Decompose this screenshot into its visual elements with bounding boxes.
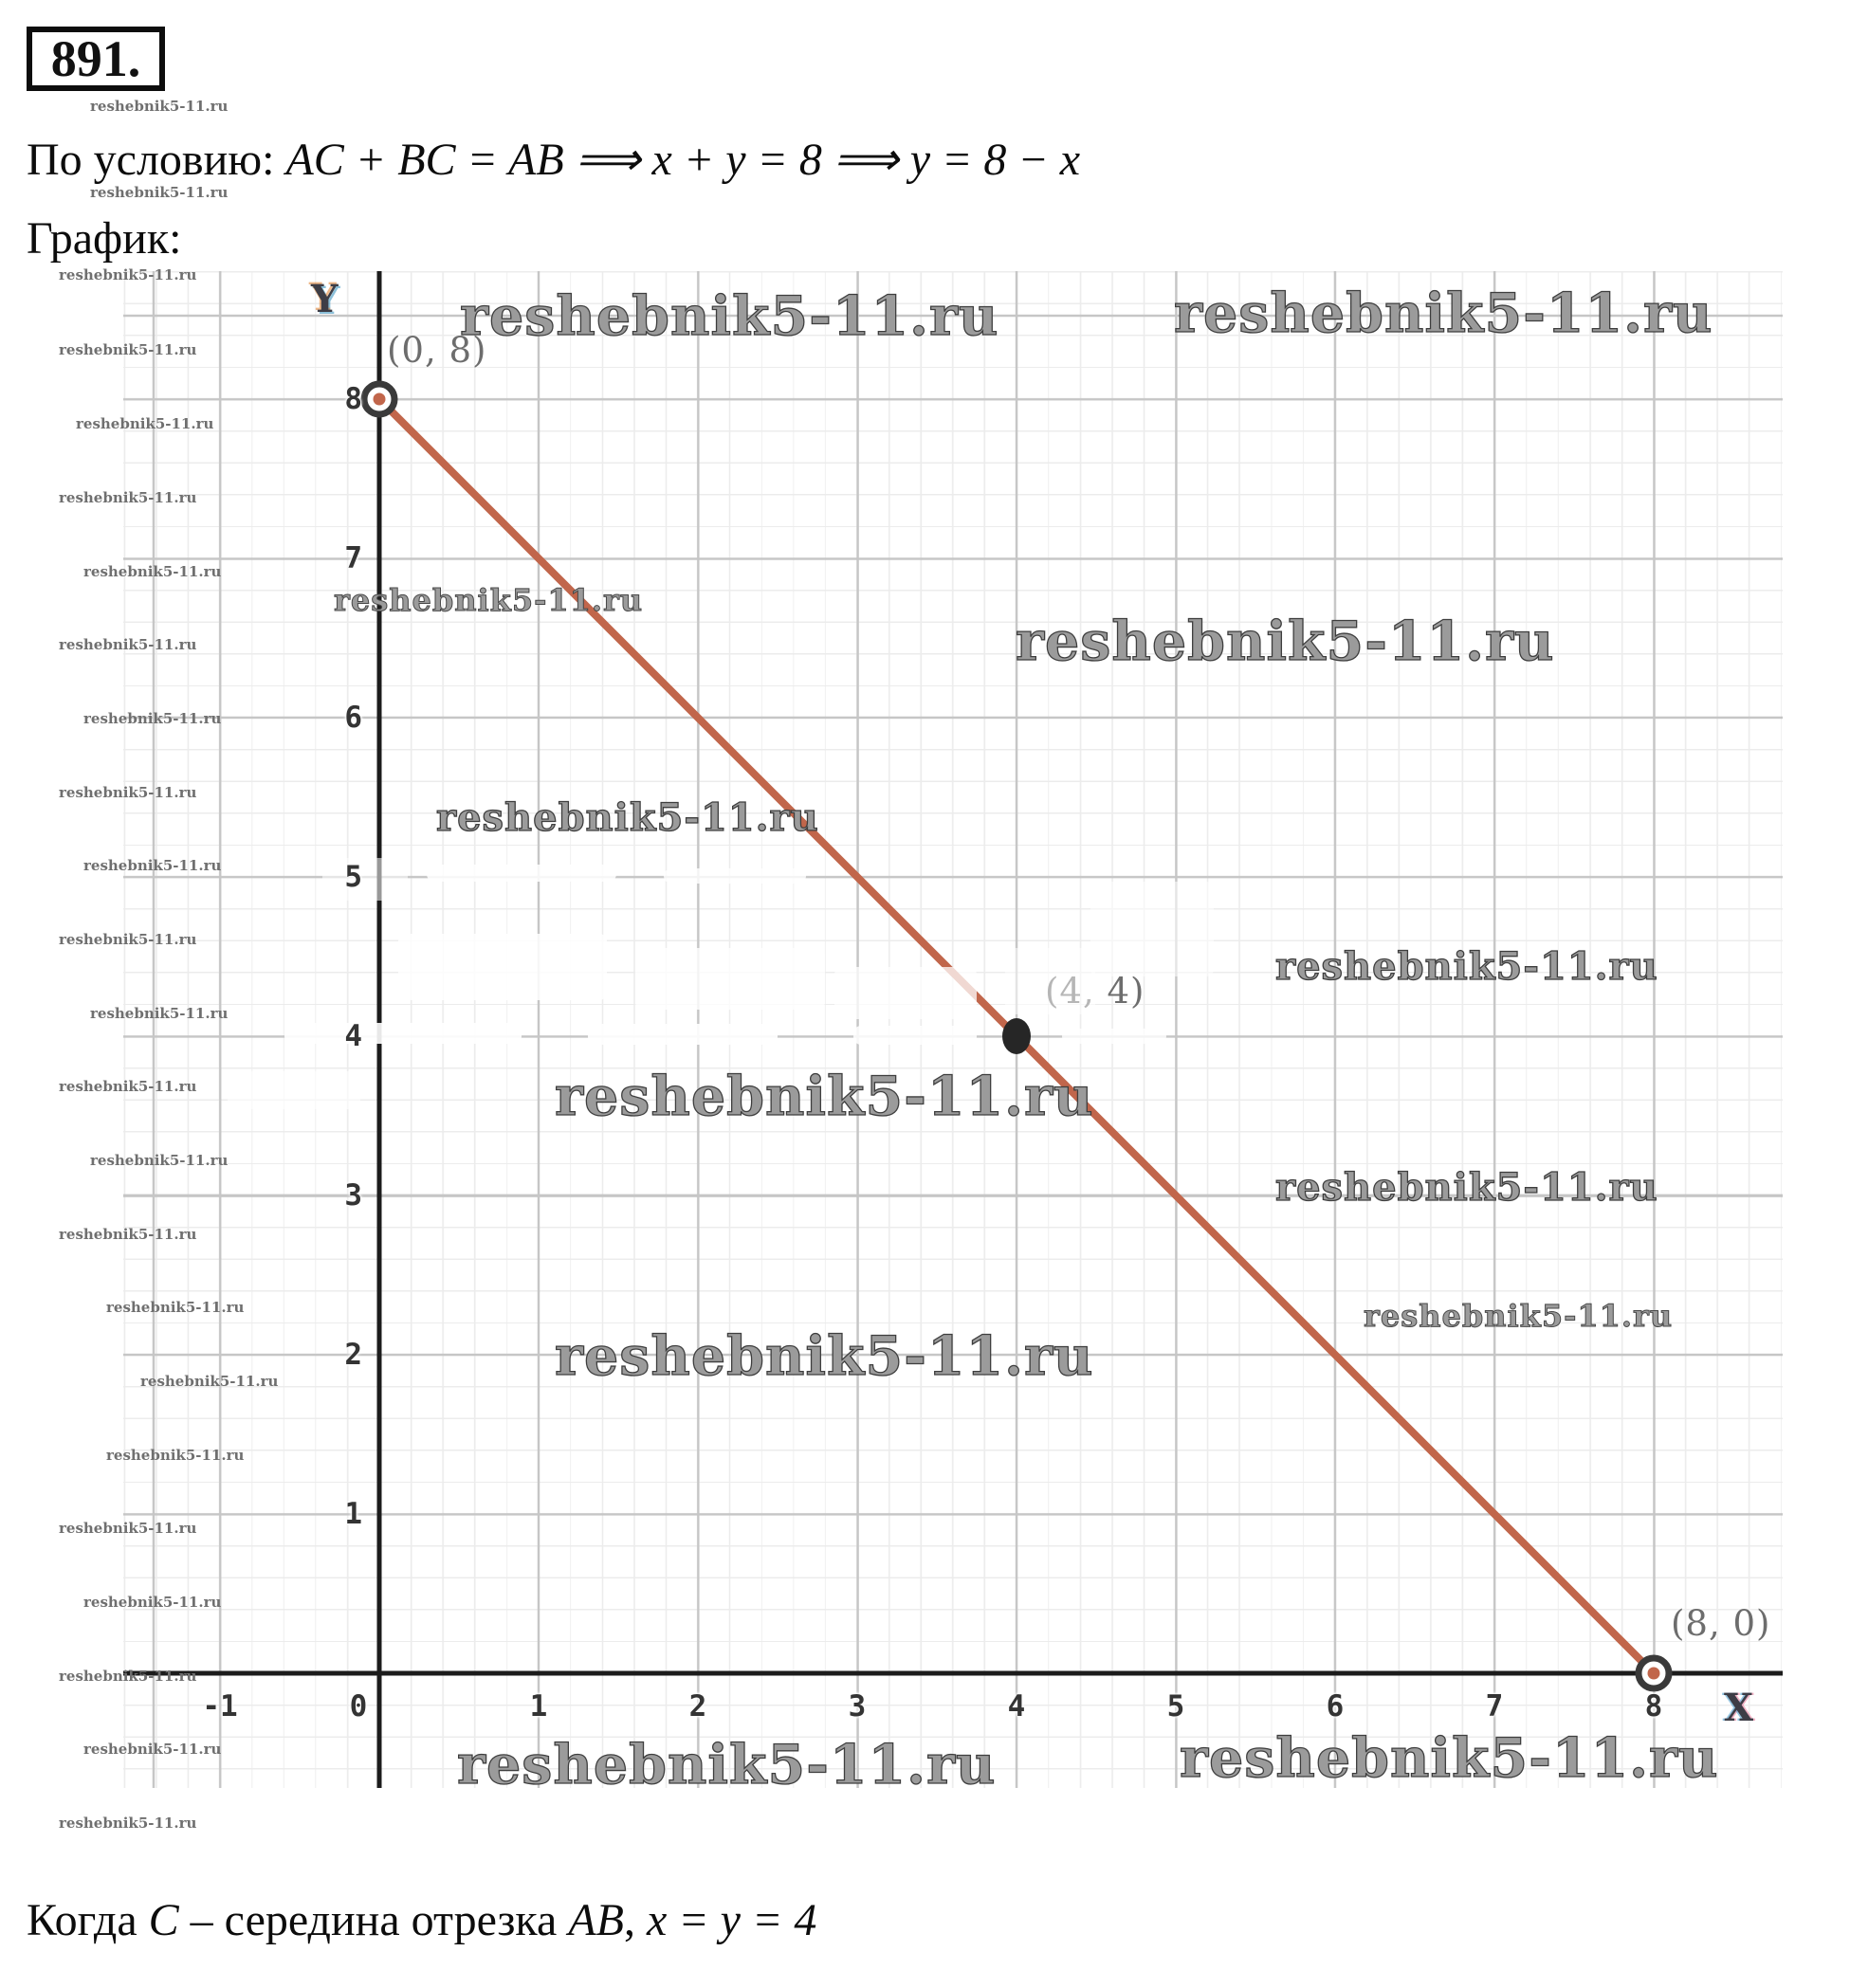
site-watermark: reshebnik5-11.ru [1173, 282, 1713, 345]
point-label: (0, 8) [387, 330, 487, 371]
line-endpoint-dot [373, 392, 386, 406]
site-watermark: reshebnik5-11.ru [59, 1078, 197, 1095]
site-watermark: reshebnik5-11.ru [90, 1152, 229, 1169]
site-watermark: reshebnik5-11.ru [83, 710, 222, 727]
line-endpoint-dot [1647, 1667, 1660, 1680]
x-tick-label: 4 [1007, 1689, 1026, 1724]
x-tick-label: 8 [1644, 1689, 1663, 1724]
problem-number: 891. [50, 30, 141, 87]
site-watermark: reshebnik5-11.ru [554, 1065, 1094, 1128]
site-watermark: reshebnik5-11.ru [90, 1005, 229, 1022]
conclusion-equality: x = y = 4 [646, 1895, 817, 1945]
site-watermark: reshebnik5-11.ru [83, 563, 222, 580]
filled-dot-point [1002, 1018, 1031, 1054]
site-watermark: reshebnik5-11.ru [83, 1741, 222, 1758]
y-tick-label: 7 [344, 541, 362, 575]
y-tick-label: 8 [344, 382, 362, 416]
point-label: (4, 4) [1045, 971, 1145, 1012]
site-watermark: reshebnik5-11.ru [1363, 1298, 1674, 1334]
site-watermark: reshebnik5-11.ru [59, 266, 197, 283]
conclusion-text: Когда [27, 1895, 149, 1945]
site-watermark: reshebnik5-11.ru [1015, 610, 1555, 673]
site-watermark: reshebnik5-11.ru [459, 284, 999, 348]
site-watermark: reshebnik5-11.ru [435, 795, 819, 840]
site-watermark: reshebnik5-11.ru [59, 784, 197, 801]
y-tick-label: 3 [344, 1178, 362, 1213]
x-tick-label: 3 [848, 1689, 867, 1724]
plot-canvas [123, 271, 1783, 1788]
condition-prefix: По условию: [27, 135, 286, 185]
conclusion-var-ab: AB [568, 1895, 624, 1945]
site-watermark: reshebnik5-11.ru [59, 1520, 197, 1537]
site-watermark: reshebnik5-11.ru [106, 1447, 245, 1464]
site-watermark: reshebnik5-11.ru [59, 636, 197, 653]
site-watermark: reshebnik5-11.ru [1274, 944, 1658, 989]
conclusion-text: – середина отрезка [178, 1895, 569, 1945]
condition-line: По условию: AC + BC = AB ⟹ x + y = 8 ⟹ y… [27, 133, 1080, 186]
graph-label: График: [27, 213, 182, 264]
x-tick-label: -1 [202, 1689, 238, 1724]
x-axis-title: X [1724, 1686, 1754, 1730]
point-label: (8, 0) [1671, 1603, 1771, 1644]
site-watermark: reshebnik5-11.ru [83, 857, 222, 874]
problem-number-box: 891. [27, 27, 165, 91]
site-watermark: reshebnik5-11.ru [59, 1815, 197, 1832]
y-axis-title: Y [311, 277, 339, 321]
y-tick-label: 1 [344, 1497, 362, 1531]
x-tick-label: 1 [529, 1689, 548, 1724]
site-watermark: reshebnik5-11.ru [59, 931, 197, 948]
x-tick-label: 6 [1326, 1689, 1345, 1724]
site-watermark: reshebnik5-11.ru [456, 1733, 997, 1796]
site-watermark: reshebnik5-11.ru [59, 1668, 197, 1685]
y-tick-label: 5 [344, 860, 362, 894]
y-tick-label: 4 [344, 1019, 362, 1053]
site-watermark: reshebnik5-11.ru [140, 1373, 279, 1390]
y-tick-label: 6 [344, 701, 362, 735]
x-tick-label: 5 [1166, 1689, 1185, 1724]
x-tick-label: 0 [349, 1689, 368, 1724]
x-tick-label: 2 [688, 1689, 707, 1724]
condition-math: AC + BC = AB ⟹ x + y = 8 ⟹ y = 8 − x [285, 135, 1081, 185]
y-tick-label: 2 [344, 1338, 362, 1372]
site-watermark: reshebnik5-11.ru [90, 98, 229, 115]
site-watermark: reshebnik5-11.ru [59, 341, 197, 358]
site-watermark: reshebnik5-11.ru [1274, 1165, 1658, 1210]
site-watermark: reshebnik5-11.ru [106, 1299, 245, 1316]
site-watermark: reshebnik5-11.ru [333, 582, 644, 618]
conclusion-var-c: C [148, 1895, 179, 1945]
x-tick-label: 7 [1485, 1689, 1504, 1724]
conclusion-line: Когда C – середина отрезка AB, x = y = 4 [27, 1894, 816, 1946]
site-watermark: reshebnik5-11.ru [90, 184, 229, 201]
site-watermark: reshebnik5-11.ru [59, 489, 197, 506]
conclusion-text: , [623, 1895, 647, 1945]
site-watermark: reshebnik5-11.ru [1179, 1726, 1719, 1790]
site-watermark: reshebnik5-11.ru [59, 1226, 197, 1243]
site-watermark: reshebnik5-11.ru [83, 1594, 222, 1611]
graph-area: (0, 8) (4, 4) (8, 0) -1 0 1 2 3 4 5 6 7 8 1 2 3 4 5 6 7 8 Y X [123, 271, 1783, 1788]
site-watermark: reshebnik5-11.ru [554, 1324, 1094, 1388]
site-watermark: reshebnik5-11.ru [76, 415, 214, 432]
